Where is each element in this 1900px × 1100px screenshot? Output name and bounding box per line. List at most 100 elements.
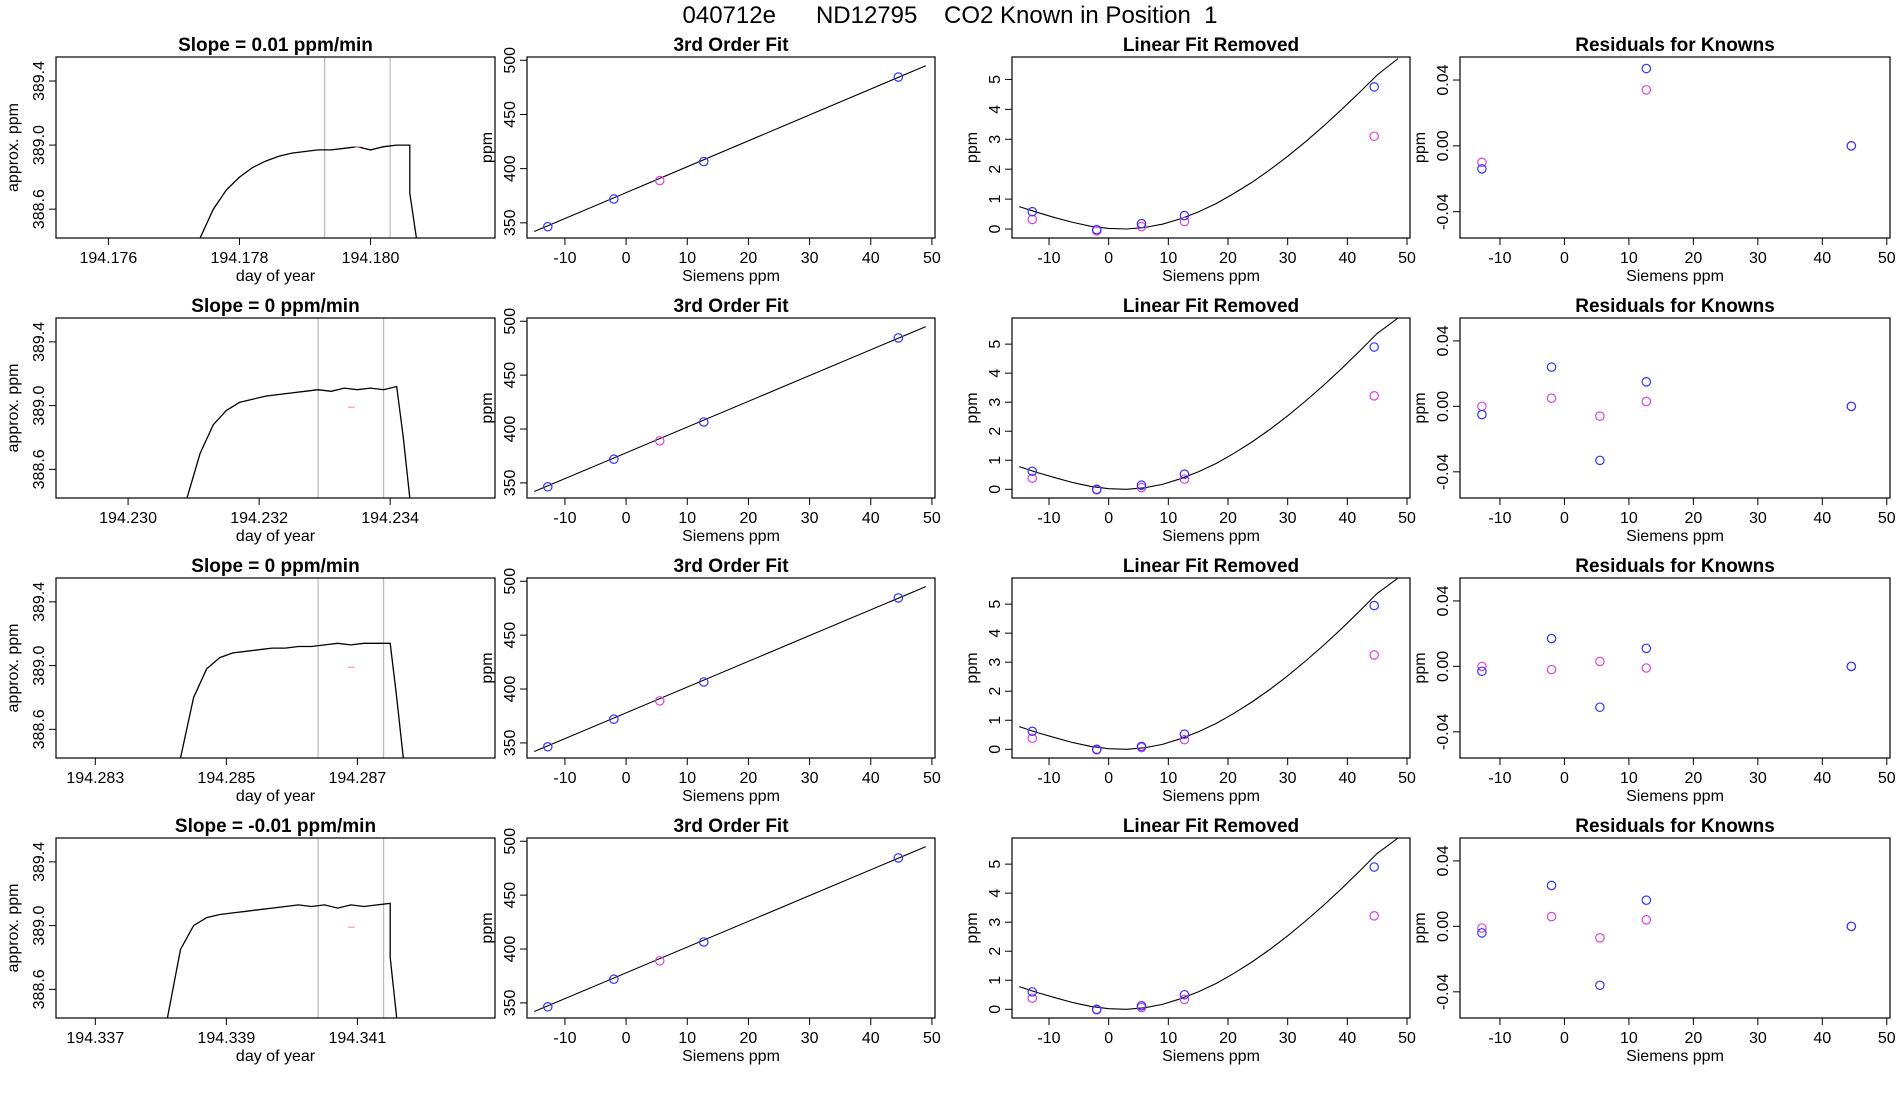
y-axis-label: ppm [964,132,981,163]
y-tick-label: 0 [987,1005,1004,1014]
y-tick-label: 4 [987,889,1004,898]
y-tick-label: 0 [987,485,1004,494]
point-blue [1091,224,1102,235]
point-blue [1641,377,1652,387]
y-tick-label: 400 [502,676,519,703]
y-tick-label: 400 [502,155,519,182]
x-axis-label: Siemens ppm [682,268,780,285]
x-tick-label: 40 [862,1030,880,1047]
x-tick-label: -10 [553,770,576,787]
y-tick-label: 1 [987,976,1004,985]
plot-frame [1459,837,1891,1019]
plot-frame [526,837,936,1019]
x-tick-label: 194.283 [66,770,124,787]
point-blue [1595,455,1605,466]
point-blue [1846,661,1857,672]
x-tick-label: 30 [801,770,819,787]
panel-r4c1: Slope = -0.01 ppm/min 194.337 194.339 194.3… [5,816,496,1065]
plot-area [1019,838,1399,1015]
plot-area [534,586,927,753]
x-tick-label: -10 [1037,250,1060,267]
y-tick-label: 4 [987,105,1004,114]
point-blue [1179,729,1190,739]
x-tick-label: 194.339 [197,1030,255,1047]
point-blue [698,677,709,687]
x-tick-label: 0 [1104,250,1113,267]
x-axis-label: Siemens ppm [682,528,780,545]
point-blue [1179,989,1190,1000]
y-tick-label: 2 [987,687,1004,696]
plot-area [534,846,927,1013]
y-tick-label: 0.04 [1435,585,1452,616]
x-tick-label: 30 [1279,250,1297,267]
y-tick-label: 500 [502,568,519,595]
x-tick-label: 10 [1620,1030,1638,1047]
plot-frame [55,56,496,239]
y-axis-label: ppm [1412,132,1429,163]
y-axis-label: ppm [964,652,981,683]
x-tick-label: 194.234 [361,510,419,527]
x-tick-label: 194.232 [230,510,288,527]
point-magenta [1179,734,1190,745]
x-tick-label: 30 [1749,770,1767,787]
x-axis-label: day of year [236,1048,316,1065]
y-tick-label: 389.0 [31,385,48,425]
y-axis-label: approx. ppm [5,884,22,973]
x-tick-label: 194.285 [197,770,255,787]
x-tick-label: 40 [1813,770,1831,787]
x-tick-label: -10 [1037,770,1060,787]
x-tick-label: 10 [1620,250,1638,267]
point-blue [893,333,904,343]
x-axis-label: Siemens ppm [1162,1048,1260,1065]
fit-curve [1019,58,1399,230]
x-tick-label: 194.337 [66,1030,124,1047]
x-axis-label: day of year [236,268,316,285]
x-tick-label: 20 [1219,770,1237,787]
x-tick-label: 40 [1338,1030,1356,1047]
y-tick-label: 0.00 [1435,651,1452,682]
point-blue [1477,409,1487,420]
x-tick-label: 20 [1219,1030,1237,1047]
point-magenta [1595,656,1605,667]
x-tick-label: 40 [1338,770,1356,787]
x-tick-label: 20 [1684,1030,1702,1047]
plot-area [1019,318,1399,495]
y-tick-label: -0.04 [1435,193,1452,230]
y-axis-label: ppm [1412,392,1429,423]
x-tick-label: 0 [1104,770,1113,787]
point-blue [1546,362,1557,372]
y-axis-label: ppm [479,912,496,943]
y-tick-label: 450 [502,101,519,128]
point-magenta [1477,157,1487,168]
point-magenta [1546,911,1557,922]
point-magenta [1179,216,1190,227]
plot-frame [55,317,496,499]
point-blue [542,1001,553,1012]
y-tick-label: -0.04 [1435,973,1452,1010]
panel-title: Linear Fit Removed [1123,556,1299,577]
point-blue [1846,401,1857,412]
point-blue [1027,466,1038,477]
y-tick-label: -0.04 [1435,713,1452,750]
x-tick-label: 0 [1560,510,1569,527]
point-blue [1091,744,1102,755]
point-blue [1091,484,1102,495]
y-tick-label: 450 [502,362,519,389]
x-tick-label: 30 [801,1030,819,1047]
x-tick-label: 20 [740,250,758,267]
x-tick-label: 50 [1878,250,1896,267]
y-axis-label: ppm [964,912,981,943]
x-tick-label: 40 [1813,510,1831,527]
x-tick-label: 194.176 [79,250,137,267]
plot-area [534,65,927,233]
point-blue [1091,1004,1102,1015]
x-tick-label: -10 [1037,510,1060,527]
x-axis-label: day of year [236,788,316,805]
y-tick-label: 389.4 [31,842,48,882]
x-tick-label: 10 [678,250,696,267]
x-tick-label: 40 [1338,250,1356,267]
point-magenta [1595,933,1605,943]
point-blue [1477,666,1487,677]
point-blue [1027,726,1038,737]
plot-area [1477,880,1857,991]
